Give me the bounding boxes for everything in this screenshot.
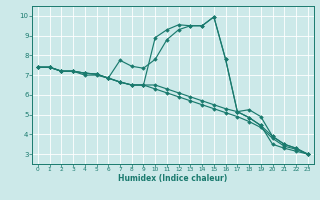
X-axis label: Humidex (Indice chaleur): Humidex (Indice chaleur) bbox=[118, 174, 228, 183]
